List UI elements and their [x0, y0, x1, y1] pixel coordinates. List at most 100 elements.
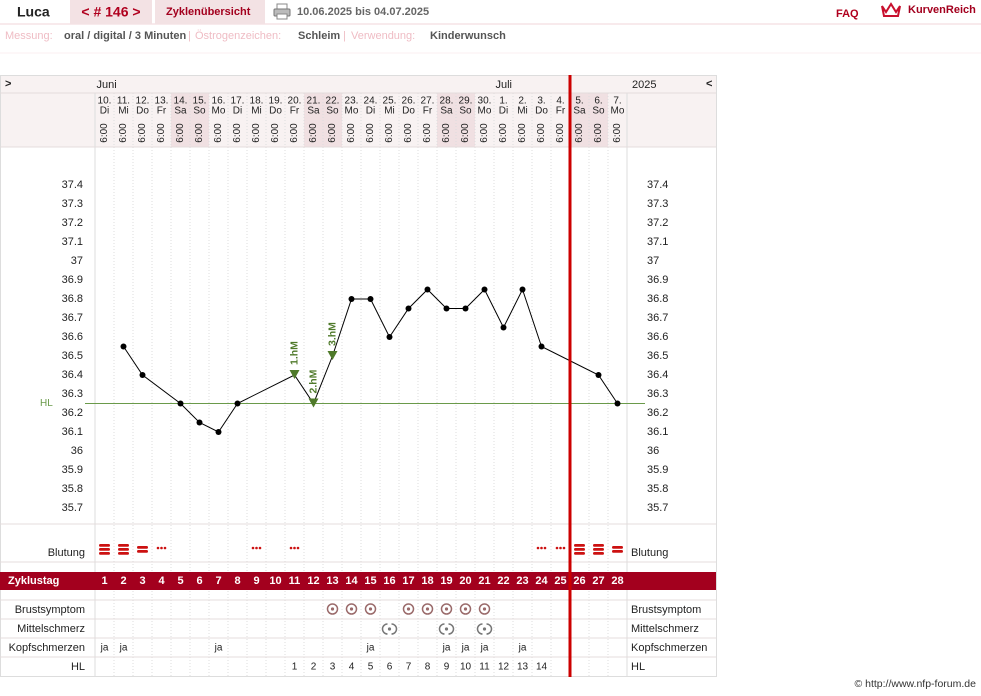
cycle-day: 1	[101, 575, 107, 587]
cycle-day: 3	[139, 575, 145, 587]
cycle-day: 27	[592, 575, 604, 587]
temperature-point	[367, 296, 374, 302]
cycle-day: 13	[326, 575, 338, 587]
bleeding-dot	[156, 546, 160, 550]
cycle-day: 21	[478, 575, 490, 587]
print-icon[interactable]	[273, 3, 291, 20]
icon-dot	[482, 627, 487, 631]
icon-dot	[444, 627, 449, 631]
cycle-nav-bg[interactable]	[70, 0, 152, 24]
cycle-day: 15	[364, 575, 376, 587]
date-day: 23.	[345, 96, 359, 107]
cycle-nav[interactable]: < # 146 >	[81, 4, 140, 20]
date-day: 14.	[174, 96, 188, 107]
footer: © http://www.nfp-forum.de	[854, 678, 976, 690]
y-tick-label-right: 37.1	[647, 236, 668, 248]
date-day: 11.	[117, 96, 130, 107]
overview-tab[interactable]: Zyklenübersicht	[166, 6, 251, 18]
temperature-point	[348, 296, 355, 302]
hl-day: 13	[517, 662, 529, 673]
y-tick-label-right: 36.1	[647, 426, 668, 438]
date-day: 12.	[136, 96, 150, 107]
cycle-day: 11	[289, 575, 301, 587]
date-weekday: Mi	[517, 106, 528, 117]
y-tick-label-right: 36.5	[647, 350, 668, 362]
bleeding-dot	[555, 546, 559, 550]
headache: ja	[480, 643, 489, 654]
cycle-day: 14	[345, 575, 358, 587]
temperature-point	[595, 372, 602, 378]
temperature-point	[538, 343, 545, 350]
measure-time: 6:00	[137, 123, 148, 143]
date-weekday: Fr	[423, 106, 433, 117]
measure-time: 6:00	[441, 123, 452, 143]
icon-arc	[448, 623, 455, 635]
mittelschmerz	[476, 623, 493, 635]
hl-day: 1	[292, 662, 298, 673]
faq-link[interactable]: FAQ	[836, 8, 859, 20]
date-day: 25.	[383, 96, 397, 107]
measure-time: 6:00	[270, 123, 281, 143]
measure-time: 6:00	[422, 123, 433, 143]
measure-time: 6:00	[99, 123, 110, 143]
hl-day: 11	[479, 662, 490, 673]
date-weekday: So	[592, 106, 605, 117]
icon-dot	[330, 607, 335, 611]
temperature-line	[123, 288, 618, 433]
bleeding-dot	[536, 546, 540, 550]
bleeding-mark	[555, 546, 566, 550]
date-day: 17.	[231, 96, 245, 107]
info-label: Verwendung:	[351, 30, 415, 42]
hl-day: 9	[444, 662, 450, 673]
temperature-point	[500, 324, 507, 331]
cycle-day: 10	[269, 575, 281, 587]
y-tick-label-right: 36.6	[647, 331, 668, 343]
temperature-marker	[308, 398, 319, 408]
row-label: Kopfschmerzen	[9, 642, 85, 654]
bleeding-bar	[574, 552, 585, 555]
temperature-marker	[327, 351, 338, 360]
hl-day: 3	[330, 662, 336, 673]
row-label: Mittelschmerz	[17, 623, 85, 635]
bleeding-bar	[99, 544, 110, 547]
bleeding-bar	[574, 548, 585, 551]
date-weekday: So	[459, 106, 472, 117]
date-weekday: Di	[366, 106, 375, 117]
y-tick-label: 37.3	[62, 198, 83, 210]
y-tick-label-right: 35.9	[647, 464, 668, 476]
date-day: 10.	[98, 96, 112, 107]
cycle-day: 19	[440, 575, 452, 587]
temperature-point	[443, 305, 450, 312]
date-weekday: Sa	[440, 106, 453, 117]
cycle-day: 22	[497, 575, 509, 587]
measure-time: 6:00	[555, 123, 566, 143]
temperature-point	[424, 286, 431, 293]
date-weekday: So	[193, 106, 206, 117]
measure-time: 6:00	[612, 123, 623, 143]
date-day: 13.	[155, 96, 169, 107]
bleeding-mark	[612, 546, 623, 553]
overview-tab-bg[interactable]	[155, 0, 265, 24]
cycle-day: 5	[177, 575, 183, 587]
bleeding-bar	[118, 548, 129, 551]
date-weekday: Mo	[212, 106, 226, 117]
y-tick-label: 37	[71, 255, 83, 267]
y-tick-label-right: 36.8	[647, 293, 668, 305]
icon-ring	[478, 603, 491, 615]
cycle-day-band	[0, 572, 716, 590]
row-label: Blutung	[48, 547, 85, 559]
cycle-day-label: Zyklustag	[8, 575, 59, 587]
measure-time: 6:00	[536, 123, 547, 143]
measure-time: 6:00	[213, 123, 224, 143]
date-weekday: Mo	[611, 106, 625, 117]
logo[interactable]: KurvenReich	[881, 2, 976, 17]
year: 2025	[632, 79, 656, 91]
date-weekday: Di	[499, 106, 508, 117]
bleeding-bar	[593, 544, 604, 547]
icon-ring	[326, 603, 339, 615]
measure-time: 6:00	[327, 123, 338, 143]
measure-time: 6:00	[251, 123, 262, 143]
logo-text[interactable]: KurvenReich	[908, 4, 976, 16]
